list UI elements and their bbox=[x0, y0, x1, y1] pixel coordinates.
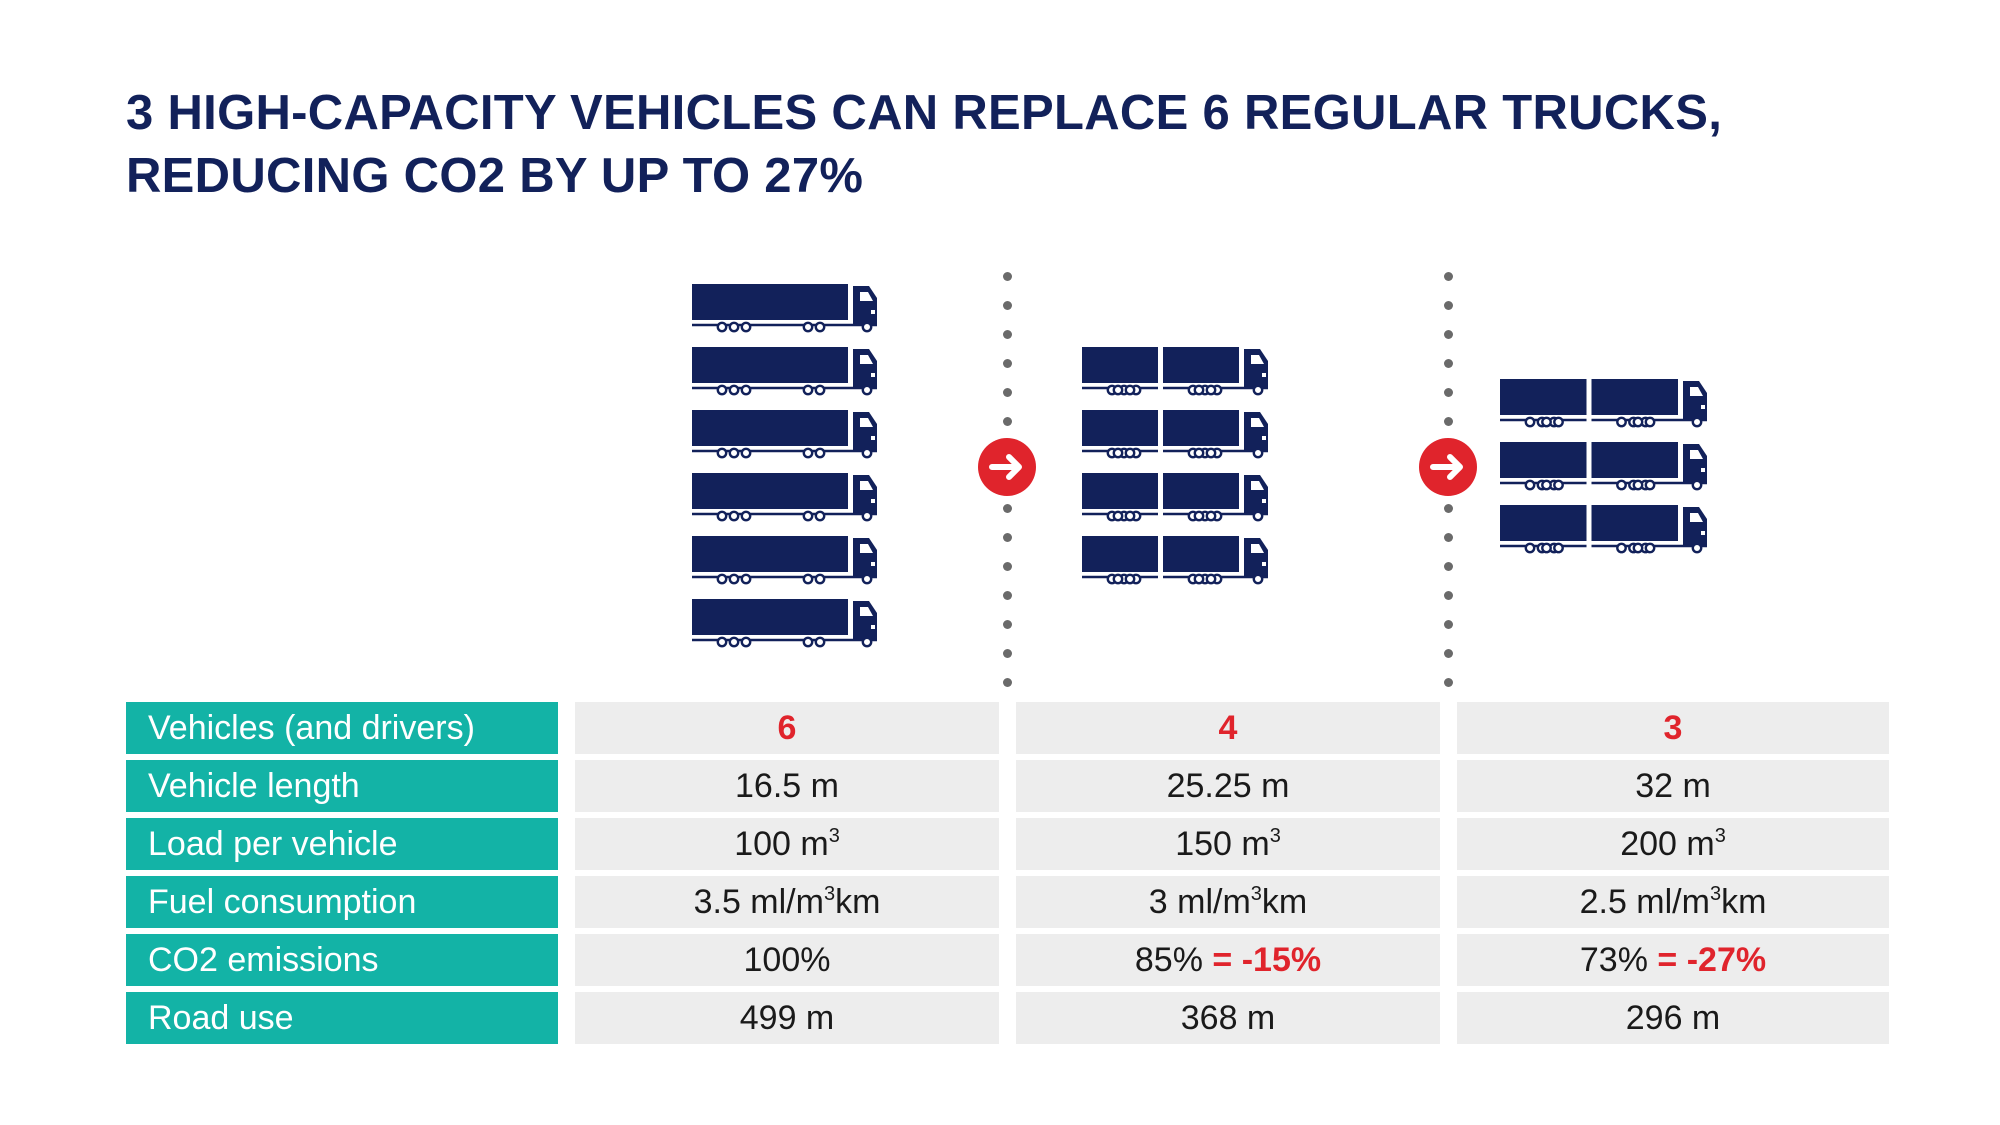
separator-dot bbox=[1003, 388, 1012, 397]
separator-dot bbox=[1003, 562, 1012, 571]
truck-icon bbox=[1082, 347, 1268, 396]
truck-icon bbox=[1500, 379, 1707, 428]
co2-reduction: = -15% bbox=[1212, 941, 1322, 979]
separator-dot bbox=[1003, 359, 1012, 368]
cell-hcv: 200 m3 bbox=[1457, 818, 1889, 870]
cell-regular: 100% bbox=[575, 934, 999, 986]
truck-icon bbox=[1500, 442, 1707, 491]
separator-dot bbox=[1444, 330, 1453, 339]
separator-dot bbox=[1003, 649, 1012, 658]
truck-icon bbox=[692, 284, 877, 333]
cell-regular: 6 bbox=[575, 702, 999, 754]
separator-dot bbox=[1444, 301, 1453, 310]
truck-icon bbox=[692, 536, 877, 585]
truck-icon bbox=[692, 347, 877, 396]
cell-hcv: 3 bbox=[1457, 702, 1889, 754]
truck-icon bbox=[1082, 536, 1268, 585]
separator-dot bbox=[1003, 533, 1012, 542]
cell-double: 4 bbox=[1016, 702, 1440, 754]
fleet-regular-trucks bbox=[692, 284, 877, 648]
separator-dot bbox=[1003, 330, 1012, 339]
fleet-high-capacity-vehicles bbox=[1500, 379, 1707, 554]
separator-dot bbox=[1444, 620, 1453, 629]
separator-dot bbox=[1003, 678, 1012, 687]
truck-icon bbox=[1500, 505, 1707, 554]
cell-double: 368 m bbox=[1016, 992, 1440, 1044]
separator-dot bbox=[1444, 359, 1453, 368]
cell-hcv: 2.5 ml/m3km bbox=[1457, 876, 1889, 928]
row-label: Road use bbox=[126, 992, 558, 1044]
row-label: Fuel consumption bbox=[126, 876, 558, 928]
row-label: CO2 emissions bbox=[126, 934, 558, 986]
separator-dot bbox=[1444, 504, 1453, 513]
truck-icon bbox=[692, 599, 877, 648]
cell-hcv: 73% = -27% bbox=[1457, 934, 1889, 986]
separator-dot bbox=[1444, 417, 1453, 426]
cell-double: 85% = -15% bbox=[1016, 934, 1440, 986]
separator-dot bbox=[1444, 649, 1453, 658]
separator-dot bbox=[1003, 417, 1012, 426]
row-label: Vehicle length bbox=[126, 760, 558, 812]
arrow-right-icon bbox=[978, 438, 1036, 496]
separator-dot bbox=[1444, 678, 1453, 687]
row-label: Load per vehicle bbox=[126, 818, 558, 870]
cell-hcv: 296 m bbox=[1457, 992, 1889, 1044]
cell-regular: 16.5 m bbox=[575, 760, 999, 812]
truck-icon bbox=[692, 473, 877, 522]
title-line-2: REDUCING CO2 BY UP TO 27% bbox=[126, 149, 864, 203]
page-title: 3 HIGH-CAPACITY VEHICLES CAN REPLACE 6 R… bbox=[126, 82, 1886, 208]
cell-regular: 100 m3 bbox=[575, 818, 999, 870]
separator-dot bbox=[1444, 388, 1453, 397]
separator-dot bbox=[1444, 591, 1453, 600]
separator-dot bbox=[1444, 272, 1453, 281]
truck-icon bbox=[1082, 473, 1268, 522]
truck-icon bbox=[692, 410, 877, 459]
truck-icon bbox=[1082, 410, 1268, 459]
cell-hcv: 32 m bbox=[1457, 760, 1889, 812]
separator-dot bbox=[1003, 620, 1012, 629]
separator-dot bbox=[1003, 301, 1012, 310]
separator-dot bbox=[1444, 533, 1453, 542]
cell-double: 3 ml/m3km bbox=[1016, 876, 1440, 928]
row-label: Vehicles (and drivers) bbox=[126, 702, 558, 754]
arrow-right-icon bbox=[1419, 438, 1477, 496]
cell-regular: 3.5 ml/m3km bbox=[575, 876, 999, 928]
separator-dot bbox=[1444, 562, 1453, 571]
separator-dot bbox=[1003, 591, 1012, 600]
separator-dot bbox=[1003, 504, 1012, 513]
co2-reduction: = -27% bbox=[1657, 941, 1767, 979]
fleet-double-trailer-trucks bbox=[1082, 347, 1268, 585]
cell-double: 25.25 m bbox=[1016, 760, 1440, 812]
cell-double: 150 m3 bbox=[1016, 818, 1440, 870]
cell-regular: 499 m bbox=[575, 992, 999, 1044]
title-line-1: 3 HIGH-CAPACITY VEHICLES CAN REPLACE 6 R… bbox=[126, 86, 1723, 140]
separator-dot bbox=[1003, 272, 1012, 281]
